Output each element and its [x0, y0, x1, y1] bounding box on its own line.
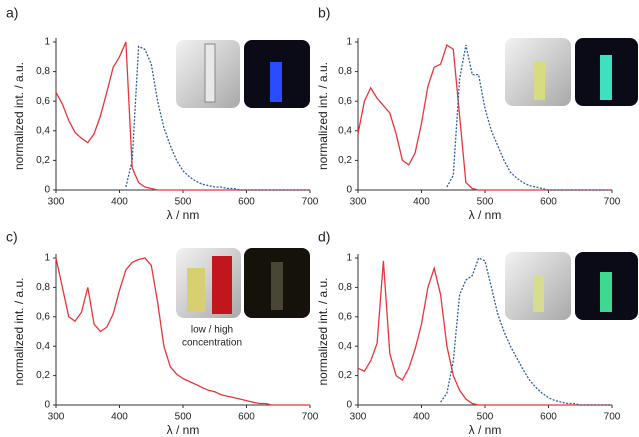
y-tick-label: 0,6 — [36, 311, 50, 322]
x-axis-label: λ / nm — [167, 423, 200, 437]
line-series — [357, 43, 612, 191]
y-tick-label: 0,4 — [338, 341, 352, 352]
y-tick-label: 0 — [346, 185, 352, 196]
y-tick-label: 0,8 — [338, 282, 352, 293]
x-tick-label: 500 — [477, 197, 494, 208]
x-tick-label: 300 — [48, 412, 65, 423]
y-tick-label: 1 — [346, 37, 352, 48]
panel-label: d) — [318, 229, 330, 245]
y-tick-label: 0,6 — [338, 96, 352, 107]
vial — [204, 43, 216, 103]
x-tick-label: 400 — [413, 197, 430, 208]
x-tick-label: 500 — [477, 412, 494, 423]
y-tick-label: 0,8 — [36, 66, 50, 77]
x-axis-label: λ / nm — [469, 423, 502, 437]
y-tick-label: 0,2 — [36, 370, 50, 381]
y-tick-label: 0,2 — [338, 155, 352, 166]
x-tick-label: 600 — [540, 412, 557, 423]
y-tick-label: 0 — [44, 400, 50, 411]
annotation: low / high — [191, 325, 233, 336]
line-series — [357, 260, 612, 406]
y-tick-label: 0 — [44, 185, 50, 196]
y-tick-label: 0,4 — [36, 341, 50, 352]
x-tick-label: 500 — [175, 197, 192, 208]
panel-label: a) — [6, 5, 18, 21]
y-tick-label: 1 — [346, 253, 352, 264]
x-tick-label: 300 — [350, 197, 367, 208]
x-tick-label: 300 — [48, 197, 65, 208]
x-axis-label: λ / nm — [469, 208, 502, 222]
x-tick-label: 600 — [238, 197, 255, 208]
vial — [533, 276, 544, 312]
y-tick-label: 0,2 — [36, 155, 50, 166]
line-series — [55, 41, 310, 191]
photos — [176, 38, 638, 320]
panel-label: c) — [6, 229, 18, 245]
x-tick-label: 400 — [111, 412, 128, 423]
annotation: concentration — [182, 338, 242, 349]
line-series — [125, 45, 310, 191]
y-tick-label: 1 — [44, 253, 50, 264]
x-tick-label: 400 — [111, 197, 128, 208]
vial — [271, 262, 283, 310]
y-axis-label: normalized int. / a.u. — [316, 62, 330, 170]
y-axis-label: normalized int. / a.u. — [12, 277, 26, 385]
line-series — [55, 257, 310, 406]
line-series — [446, 44, 612, 191]
y-tick-label: 0,2 — [338, 370, 352, 381]
vial — [187, 268, 205, 312]
x-tick-label: 300 — [350, 412, 367, 423]
y-axis-label: normalized int. / a.u. — [316, 277, 330, 385]
y-tick-label: 0,6 — [36, 96, 50, 107]
line-series — [440, 257, 612, 406]
x-tick-label: 500 — [175, 412, 192, 423]
x-axis-label: λ / nm — [167, 208, 200, 222]
y-tick-label: 0 — [346, 400, 352, 411]
vial — [534, 62, 545, 100]
vial — [212, 256, 232, 314]
vial-glow — [270, 62, 282, 102]
y-tick-label: 1 — [44, 37, 50, 48]
x-tick-label: 700 — [604, 197, 621, 208]
y-tick-label: 0,6 — [338, 311, 352, 322]
y-tick-label: 0,8 — [36, 282, 50, 293]
y-tick-label: 0,4 — [36, 125, 50, 136]
vial-glow — [600, 55, 612, 100]
x-tick-label: 700 — [302, 197, 319, 208]
x-tick-label: 600 — [238, 412, 255, 423]
x-tick-label: 700 — [302, 412, 319, 423]
x-tick-label: 700 — [604, 412, 621, 423]
y-tick-label: 0,8 — [338, 66, 352, 77]
x-tick-label: 400 — [413, 412, 430, 423]
x-tick-label: 600 — [540, 197, 557, 208]
vial-glow — [600, 272, 612, 312]
y-tick-label: 0,4 — [338, 125, 352, 136]
panel-label: b) — [318, 5, 330, 21]
y-axis-label: normalized int. / a.u. — [12, 62, 26, 170]
